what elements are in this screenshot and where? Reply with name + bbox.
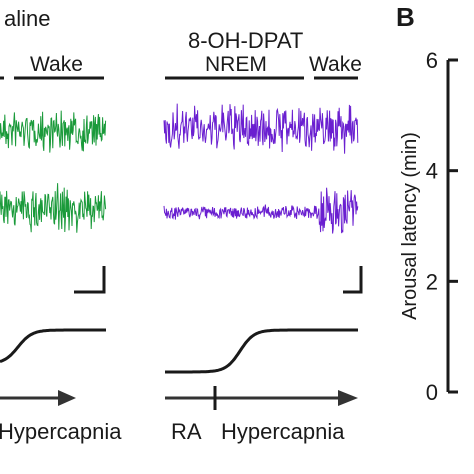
panel-b: B 0 2 4 6 Arousal latency (min) [396, 2, 458, 405]
y-axis-label: Arousal latency (min) [399, 132, 421, 320]
middle-baseline-label: RA [171, 419, 202, 444]
middle-panel: 8-OH-DPAT NREM Wake RA Hypercapnia [163, 28, 363, 444]
y-axis-ticks: 0 2 4 6 [426, 48, 458, 405]
middle-state-label-nrem: NREM [205, 53, 267, 76]
middle-co2-trace [165, 328, 358, 374]
left-eeg-trace [0, 110, 107, 153]
left-scale-bar [74, 266, 106, 294]
middle-state-label-wake: Wake [309, 53, 362, 76]
left-emg-trace [0, 183, 107, 233]
y-tick-label-6: 6 [426, 48, 438, 73]
middle-condition-label: 8-OH-DPAT [188, 28, 303, 53]
left-panel: aline Wake Hypercapnia [0, 6, 122, 444]
middle-emg-trace [163, 187, 359, 234]
y-tick-label-0: 0 [426, 380, 438, 405]
middle-stimulus-label: Hypercapnia [221, 419, 345, 444]
left-state-label-wake: Wake [30, 53, 83, 76]
middle-eeg-trace [163, 103, 359, 154]
y-tick-label-4: 4 [426, 159, 438, 184]
middle-stimulus-arrowhead [338, 390, 358, 406]
left-stimulus-arrowhead [58, 390, 76, 406]
y-tick-label-2: 2 [426, 269, 438, 294]
left-co2-trace [0, 328, 106, 363]
panel-label-b: B [396, 2, 415, 32]
middle-scale-bar [343, 266, 363, 294]
left-stimulus-label: Hypercapnia [0, 419, 122, 444]
left-condition-label: aline [4, 6, 50, 31]
